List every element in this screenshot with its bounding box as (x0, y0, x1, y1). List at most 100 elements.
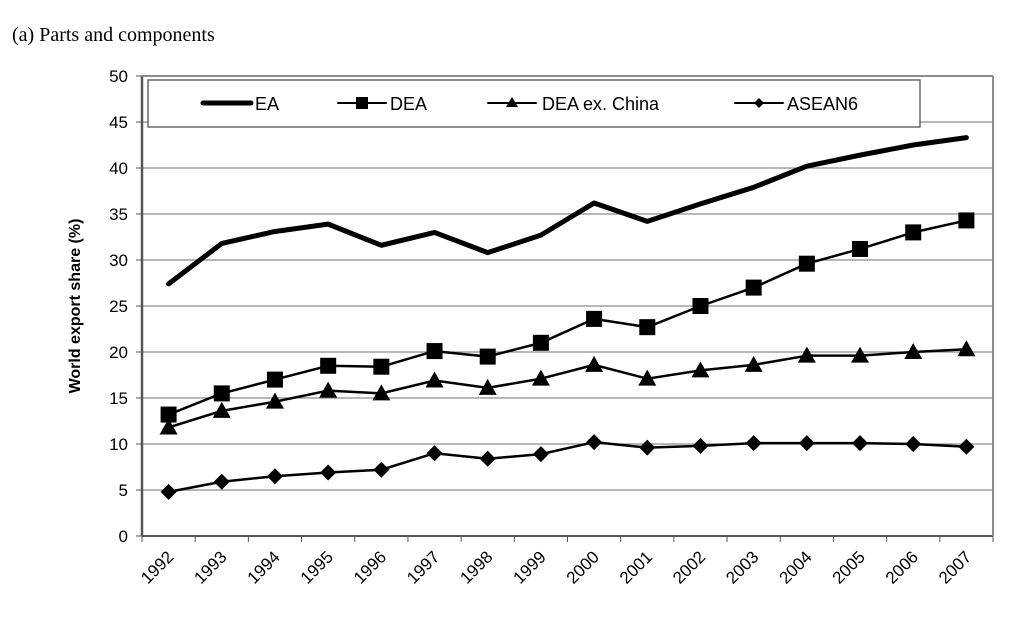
series-line (167, 219, 968, 416)
data-point-diamond (320, 464, 337, 481)
series-dea (160, 212, 975, 423)
y-tick-label: 25 (109, 297, 128, 316)
data-point-triangle (744, 355, 763, 372)
data-point-triangle (265, 392, 284, 409)
series-line (166, 135, 969, 287)
data-point-triangle (797, 346, 816, 363)
data-point-triangle (478, 378, 497, 395)
x-tick-label: 1999 (510, 547, 550, 587)
legend-item: DEA (337, 94, 427, 114)
data-point-triangle (904, 343, 923, 359)
data-point-square (426, 343, 443, 360)
data-point-diamond (426, 445, 443, 462)
data-point-triangle (531, 369, 550, 386)
x-tick-label: 2005 (829, 547, 869, 587)
y-tick-label: 40 (109, 159, 128, 178)
data-point-triangle (212, 401, 231, 418)
series-line (167, 440, 968, 494)
series-line (167, 347, 968, 429)
data-point-diamond (905, 436, 922, 452)
data-point-triangle (851, 346, 870, 363)
data-point-diamond (160, 483, 177, 500)
x-tick-label: 1997 (403, 547, 443, 587)
data-point-triangle (506, 97, 518, 107)
data-point-square (266, 371, 283, 388)
x-tick-label: 2006 (882, 547, 922, 587)
x-tick-label: 1996 (350, 547, 390, 587)
data-point-square (479, 348, 496, 365)
legend-label: ASEAN6 (787, 94, 858, 114)
series-group (159, 135, 976, 500)
data-point-square (905, 224, 922, 241)
series-ea (166, 135, 969, 287)
panel-title: (a) Parts and components (12, 24, 215, 46)
data-point-triangle (957, 340, 976, 357)
data-point-diamond (479, 450, 496, 467)
data-point-triangle (425, 371, 444, 388)
y-tick-label: 5 (119, 481, 128, 500)
data-point-square (373, 358, 390, 375)
data-point-diamond (754, 98, 764, 108)
data-point-square (586, 310, 603, 327)
data-point-diamond (639, 439, 656, 456)
data-point-diamond (213, 473, 230, 490)
x-tick-label: 2007 (935, 547, 975, 587)
x-tick-label: 1992 (137, 547, 177, 587)
data-point-diamond (745, 435, 762, 452)
legend-label: EA (255, 94, 279, 114)
y-tick-label: 0 (119, 527, 128, 546)
x-tick-labels: 1992 1993 1994 1995 1996 1997 1998 1999 2000 2001… (137, 547, 975, 587)
y-tick-labels: 0 5 10 15 20 25 30 35 40 45 50 (109, 67, 128, 546)
data-point-diamond (958, 438, 975, 455)
x-tick-label: 1998 (456, 547, 496, 587)
data-point-diamond (692, 437, 709, 454)
x-tick-label: 2003 (722, 547, 762, 587)
y-tick-label: 15 (109, 389, 128, 408)
series-asean6 (160, 434, 975, 500)
data-point-triangle (585, 355, 604, 372)
data-point-square (356, 97, 368, 109)
data-point-square (320, 357, 337, 374)
data-point-diamond (798, 435, 815, 452)
y-axis-title: World export share (%) (67, 219, 84, 394)
legend: EA DEA DEA ex. China ASEAN6 (147, 79, 921, 128)
data-point-square (532, 334, 549, 351)
data-point-square (160, 406, 177, 423)
data-point-square (692, 298, 709, 314)
x-tick-label: 1993 (190, 547, 230, 587)
x-tick-label: 2001 (616, 547, 656, 587)
legend-label: DEA ex. China (542, 94, 660, 114)
data-point-triangle (691, 361, 710, 378)
data-point-square (639, 319, 656, 336)
x-tick-label: 2002 (669, 547, 709, 587)
y-tick-label: 30 (109, 251, 128, 270)
data-point-triangle (319, 381, 338, 398)
legend-item: DEA ex. China (487, 94, 660, 114)
data-point-diamond (852, 435, 869, 452)
legend-item: EA (200, 94, 279, 114)
y-tick-label: 50 (109, 67, 128, 86)
axes (136, 75, 994, 542)
y-tick-label: 35 (109, 205, 128, 224)
data-point-diamond (532, 446, 549, 463)
y-tick-label: 20 (109, 343, 128, 362)
data-point-diamond (373, 461, 390, 478)
series-dea-ex-china (159, 340, 976, 435)
data-point-diamond (266, 468, 283, 485)
data-point-triangle (638, 369, 657, 386)
data-point-triangle (372, 384, 391, 401)
x-tick-label: 1995 (297, 547, 337, 587)
data-point-square (852, 240, 869, 257)
x-tick-label: 2004 (775, 547, 815, 587)
y-tick-label: 10 (109, 435, 128, 454)
data-point-diamond (586, 434, 603, 451)
gridlines (142, 75, 993, 491)
x-tick-label: 1994 (244, 547, 284, 587)
data-point-triangle (159, 418, 178, 435)
data-point-square (958, 212, 975, 229)
data-point-square (213, 385, 230, 402)
data-point-square (745, 279, 762, 296)
data-point-square (798, 255, 815, 272)
y-tick-label: 45 (109, 113, 128, 132)
